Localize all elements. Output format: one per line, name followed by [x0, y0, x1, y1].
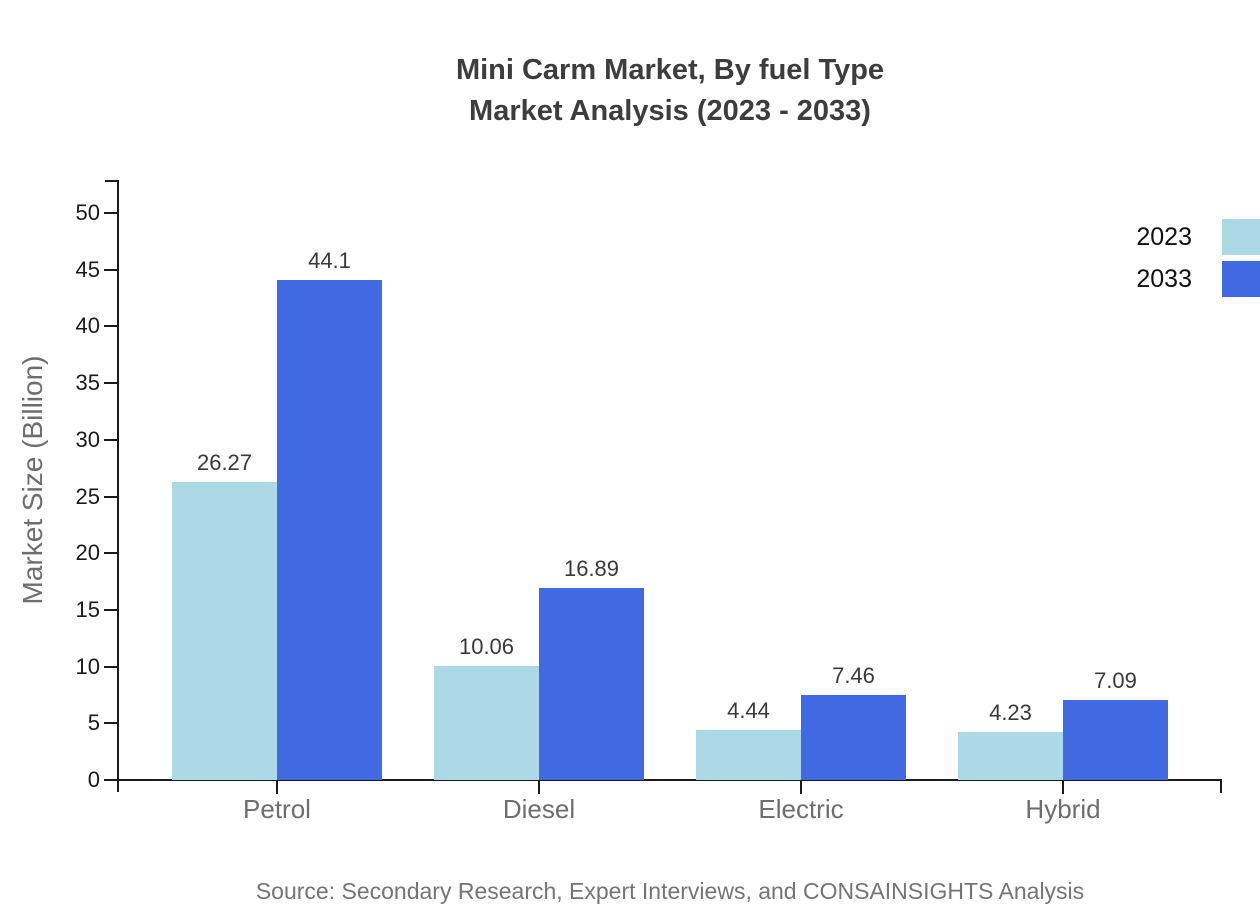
y-axis-line: [117, 180, 119, 792]
y-axis-tick-label: 50: [75, 200, 100, 225]
y-axis-tick: [104, 325, 118, 328]
y-axis-tick-label: 25: [75, 483, 100, 509]
x-axis-category-label-diesel: Diesel: [502, 794, 576, 824]
x-axis-category-label-petrol: Petrol: [243, 794, 311, 824]
bar-electric-2033: [801, 695, 906, 780]
x-axis-tick: [800, 780, 802, 794]
legend-item-2023: 2023: [1100, 219, 1260, 255]
y-axis-tick-label: 20: [75, 540, 100, 566]
x-axis-category-label-electric: Electric: [758, 794, 844, 824]
bar-diesel-2033: [539, 588, 644, 780]
x-axis-tick: [276, 780, 278, 794]
bar-hybrid-2033: [1063, 699, 1168, 780]
y-axis-top-cap: [105, 180, 119, 182]
y-axis-tick: [104, 212, 118, 214]
y-axis-tick: [104, 608, 118, 611]
bar-petrol-2023: [172, 482, 277, 780]
x-axis-end-cap: [1220, 779, 1222, 793]
bar-value-label-hybrid-2033: 7.09: [1094, 667, 1137, 693]
y-axis-tick: [104, 722, 118, 725]
x-axis-tick: [538, 780, 540, 794]
y-axis-tick-label: 35: [75, 370, 100, 396]
y-axis-tick-label: 45: [75, 256, 100, 282]
y-axis-tick: [104, 552, 118, 555]
y-axis-tick: [104, 438, 118, 441]
bar-value-label-hybrid-2023: 4.23: [989, 700, 1032, 726]
bar-value-label-diesel-2023: 10.06: [458, 633, 515, 659]
y-axis-tick-label: 30: [75, 426, 100, 452]
legend-swatch-2033: [1222, 261, 1260, 297]
bar-hybrid-2023: [958, 732, 1063, 780]
y-axis-tick-label: 0: [87, 767, 100, 792]
chart-title-line1: Mini Carm Market, By fuel Type: [455, 54, 885, 86]
bar-electric-2023: [696, 729, 801, 780]
x-axis-tick: [1062, 780, 1064, 794]
legend-label-2033: 2033: [1136, 265, 1192, 293]
bar-value-label-petrol-2023: 26.27: [196, 450, 253, 476]
bar-diesel-2023: [434, 665, 539, 780]
y-axis-tick: [104, 382, 118, 385]
y-axis-tick: [104, 779, 118, 781]
y-axis-tick-label: 40: [75, 313, 100, 339]
y-axis-tick-label: 5: [87, 710, 100, 736]
legend-item-2033: 2033: [1100, 261, 1260, 297]
x-axis-category-label-hybrid: Hybrid: [1025, 794, 1101, 824]
y-axis-tick: [104, 665, 118, 668]
bar-petrol-2033: [277, 279, 382, 780]
bar-value-label-electric-2033: 7.46: [832, 663, 875, 689]
y-axis-tick-label: 10: [75, 653, 100, 679]
x-axis-line: [117, 779, 1222, 781]
legend-label-2023: 2023: [1136, 223, 1192, 251]
y-axis-tick: [104, 268, 118, 271]
source-attribution: Source: Secondary Research, Expert Inter…: [255, 878, 1085, 904]
bar-value-label-diesel-2033: 16.89: [563, 556, 620, 582]
y-axis-tick: [104, 495, 118, 498]
chart-title-line2: Market Analysis (2023 - 2033): [469, 95, 871, 127]
chart-title: Mini Carm Market, By fuel Type Market An…: [118, 50, 1222, 132]
bar-value-label-electric-2023: 4.44: [727, 697, 770, 723]
y-axis-tick-label: 15: [75, 596, 100, 622]
bar-value-label-petrol-2033: 44.1: [308, 247, 351, 273]
legend-swatch-2023: [1222, 219, 1260, 255]
